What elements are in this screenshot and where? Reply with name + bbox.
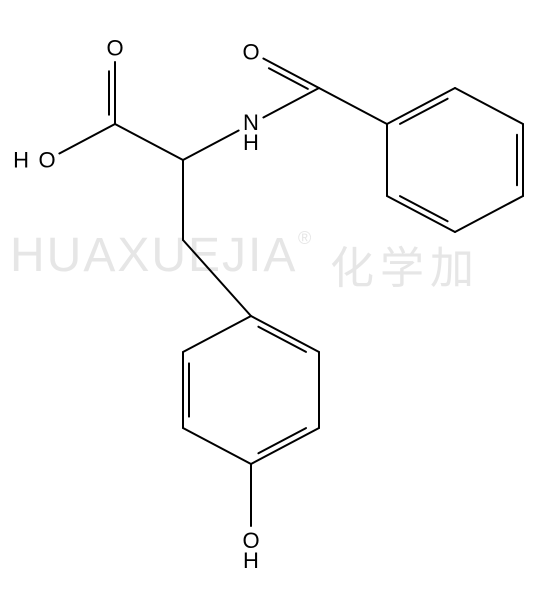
svg-text:OH: OH: [242, 528, 259, 573]
svg-text:NH: NH: [243, 110, 259, 155]
svg-text:H: H: [13, 148, 29, 173]
svg-text:O: O: [106, 36, 123, 61]
svg-text:O: O: [38, 148, 55, 173]
svg-text:O: O: [242, 40, 259, 65]
molecule-diagram: O O NH O OH H: [0, 0, 550, 607]
